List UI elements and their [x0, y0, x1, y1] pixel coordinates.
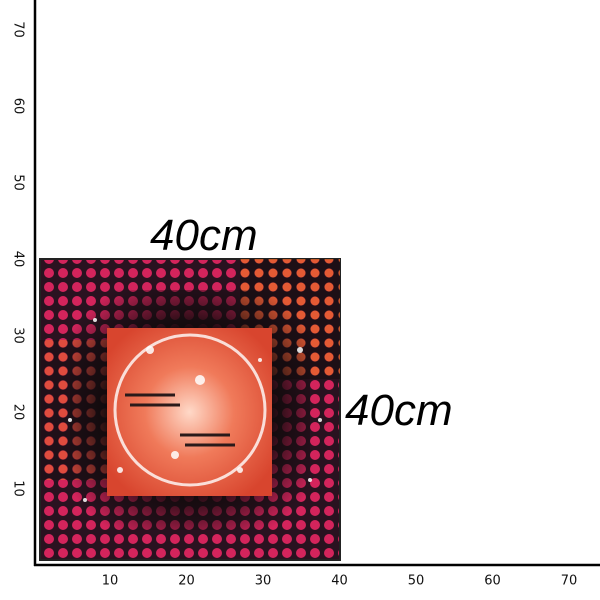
- x-tick-label: 70: [561, 574, 578, 589]
- y-tick-label: 60: [11, 98, 26, 115]
- height-label: 40cm: [345, 386, 453, 435]
- x-tick-label: 60: [484, 574, 501, 589]
- x-tick-label: 10: [102, 574, 119, 589]
- y-tick-label: 10: [11, 480, 26, 497]
- y-tick-label: 70: [11, 21, 26, 38]
- width-label: 40cm: [150, 211, 258, 260]
- y-tick-label: 20: [11, 404, 26, 421]
- x-tick-label: 20: [178, 574, 195, 589]
- x-tick-label: 50: [408, 574, 425, 589]
- y-tick-label: 30: [11, 327, 26, 344]
- x-tick-label: 40: [331, 574, 348, 589]
- x-tick-label: 30: [255, 574, 272, 589]
- y-tick-label: 50: [11, 174, 26, 191]
- painting: [39, 258, 341, 561]
- y-tick-label: 40: [11, 251, 26, 268]
